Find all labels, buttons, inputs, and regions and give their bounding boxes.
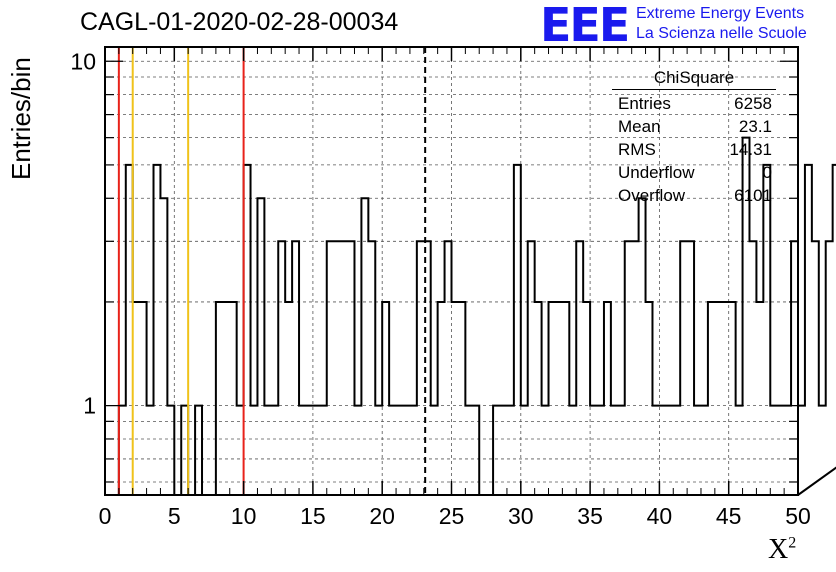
eee-logo-mark: EEE (540, 0, 630, 52)
x-tick-label: 30 (508, 503, 534, 529)
stats-value: 0 (762, 163, 772, 182)
stats-label: Overflow (618, 186, 686, 205)
stats-title: ChiSquare (612, 68, 776, 90)
x-tick-label: 45 (716, 503, 742, 529)
eee-logo-text: Extreme Energy Events La Scienza nelle S… (636, 4, 836, 44)
x-tick-label: 20 (369, 503, 395, 529)
y-tick-label: 10 (70, 48, 96, 74)
stats-value: 6258 (734, 94, 772, 113)
stats-row: Entries 6258 (612, 92, 776, 115)
stats-value: 6101 (734, 186, 772, 205)
x-tick-label: 35 (577, 503, 603, 529)
stats-label: Entries (618, 94, 671, 113)
stats-row: Mean 23.1 (612, 115, 776, 138)
stats-value: 23.1 (738, 117, 772, 136)
stats-row: Overflow 6101 (612, 184, 776, 207)
x-axis-label-text: X (768, 534, 789, 565)
x-tick-label: 50 (785, 503, 811, 529)
x-tick-label: 10 (231, 503, 257, 529)
eee-logo-line2: La Scienza nelle Scuole (636, 25, 807, 42)
chart-title: CAGL-01-2020-02-28-00034 (80, 8, 399, 36)
eee-logo-line1: Extreme Energy Events (636, 5, 805, 22)
x-tick-label: 25 (439, 503, 465, 529)
x-axis-label-sup: 2 (788, 534, 797, 552)
x-tick-label: 5 (168, 503, 181, 529)
x-axis-label: X2 (768, 534, 796, 566)
axis-ticks: 0 5 10 15 20 25 30 35 40 45 50 1 10 (70, 47, 811, 529)
stats-label: Underflow (618, 163, 695, 182)
x-tick-label: 40 (647, 503, 673, 529)
eee-logo: EEE Extreme Energy Events La Scienza nel… (540, 0, 807, 52)
stats-row: Underflow 0 (612, 161, 776, 184)
stats-box: ChiSquare Entries 6258 Mean 23.1 RMS 14.31 … (612, 68, 776, 207)
marker-lines (117, 47, 427, 495)
y-tick-label: 1 (83, 393, 96, 419)
stats-label: Mean (618, 117, 661, 136)
stats-row: RMS 14.31 (612, 138, 776, 161)
stats-label: RMS (618, 140, 656, 159)
stats-value: 14.31 (729, 140, 772, 159)
x-tick-label: 0 (99, 503, 112, 529)
x-tick-label: 15 (300, 503, 326, 529)
histogram-outline (105, 136, 836, 496)
histogram-bars (105, 136, 836, 496)
